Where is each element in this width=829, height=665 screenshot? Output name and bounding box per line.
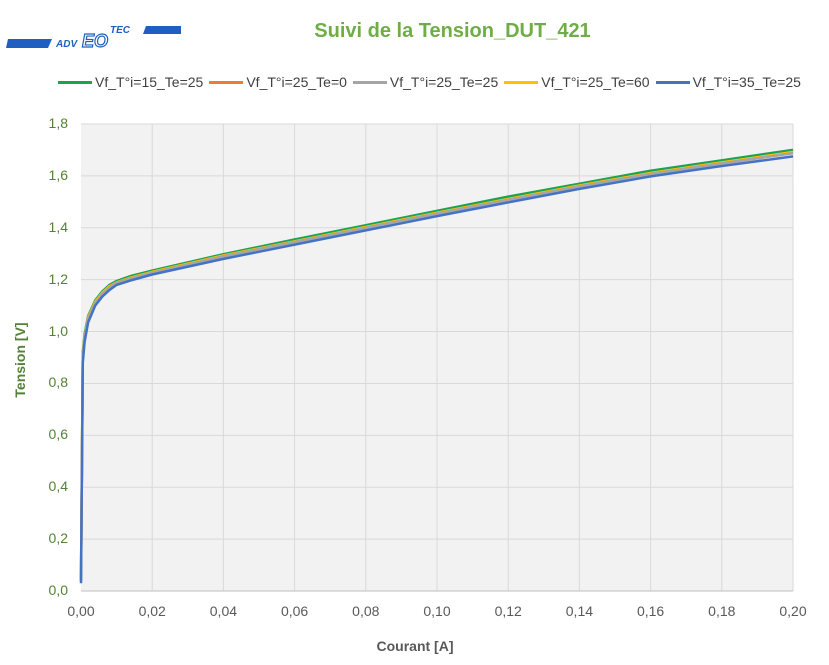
legend-item: Vf_T°i=25_Te=0 (209, 74, 347, 90)
y-tick-label: 1,4 (48, 218, 68, 235)
legend-swatch (655, 80, 690, 84)
x-tick-label: 0,14 (565, 603, 594, 619)
y-tick-label: 0,6 (48, 426, 68, 443)
x-axis-label: Courant [A] (376, 638, 454, 654)
logo-graphic: ADV EO TEC (6, 25, 181, 52)
legend-label: Vf_T°i=25_Te=25 (389, 74, 499, 90)
x-tick-label: 0,02 (138, 603, 166, 619)
y-tick-label: 1,8 (48, 115, 68, 131)
chart-title: Suivi de la Tension_DUT_421 (314, 20, 591, 42)
x-tick-label: 0,06 (280, 603, 309, 619)
y-tick-label: 0,8 (48, 374, 68, 391)
y-tick-label: 1,2 (48, 270, 68, 287)
legend-label: Vf_T°i=25_Te=60 (541, 74, 650, 90)
legend-swatch (209, 80, 244, 84)
legend-swatch (352, 80, 387, 84)
legend-item: Vf_T°i=25_Te=25 (352, 74, 499, 90)
svg-text:TEC: TEC (110, 25, 131, 36)
legend-label: Vf_T°i=15_Te=25 (95, 74, 204, 90)
legend-swatch (58, 80, 92, 84)
x-tick-label: 0,20 (779, 603, 807, 619)
x-tick-label: 0,16 (636, 603, 665, 619)
svg-text:ADV: ADV (55, 39, 78, 50)
chart-legend: Vf_T°i=15_Te=25 Vf_T°i=25_Te=0 Vf_T°i=25… (58, 74, 807, 90)
y-tick-label: 0,4 (48, 478, 68, 495)
y-tick-label: 1,0 (48, 322, 68, 339)
legend-item: Vf_T°i=15_Te=25 (58, 74, 203, 90)
y-tick-label: 0,2 (48, 530, 68, 547)
y-tick-label: 1,6 (48, 166, 68, 183)
gridlines (81, 123, 794, 591)
x-tick-label: 0,00 (67, 603, 95, 619)
y-tick-label: 0,0 (48, 582, 68, 598)
y-axis-label: Tension [V] (12, 322, 28, 398)
x-tick-label: 0,12 (494, 603, 522, 619)
x-tick-label: 0,08 (352, 603, 380, 619)
legend-label: Vf_T°i=25_Te=0 (246, 74, 347, 90)
series-lines (79, 148, 794, 584)
legend-item: Vf_T°i=35_Te=25 (655, 74, 801, 90)
series-line (79, 151, 794, 581)
x-tick-label: 0,04 (209, 603, 238, 619)
advéotec-logo: ADV EO TEC (6, 22, 181, 52)
legend-swatch (504, 80, 539, 84)
svg-text:EO: EO (82, 31, 108, 51)
x-tick-label: 0,10 (423, 603, 451, 619)
series-line (79, 155, 794, 584)
x-tick-label: 0,18 (708, 603, 736, 619)
legend-label: Vf_T°i=35_Te=25 (692, 74, 801, 90)
legend-item: Vf_T°i=25_Te=60 (504, 74, 650, 90)
